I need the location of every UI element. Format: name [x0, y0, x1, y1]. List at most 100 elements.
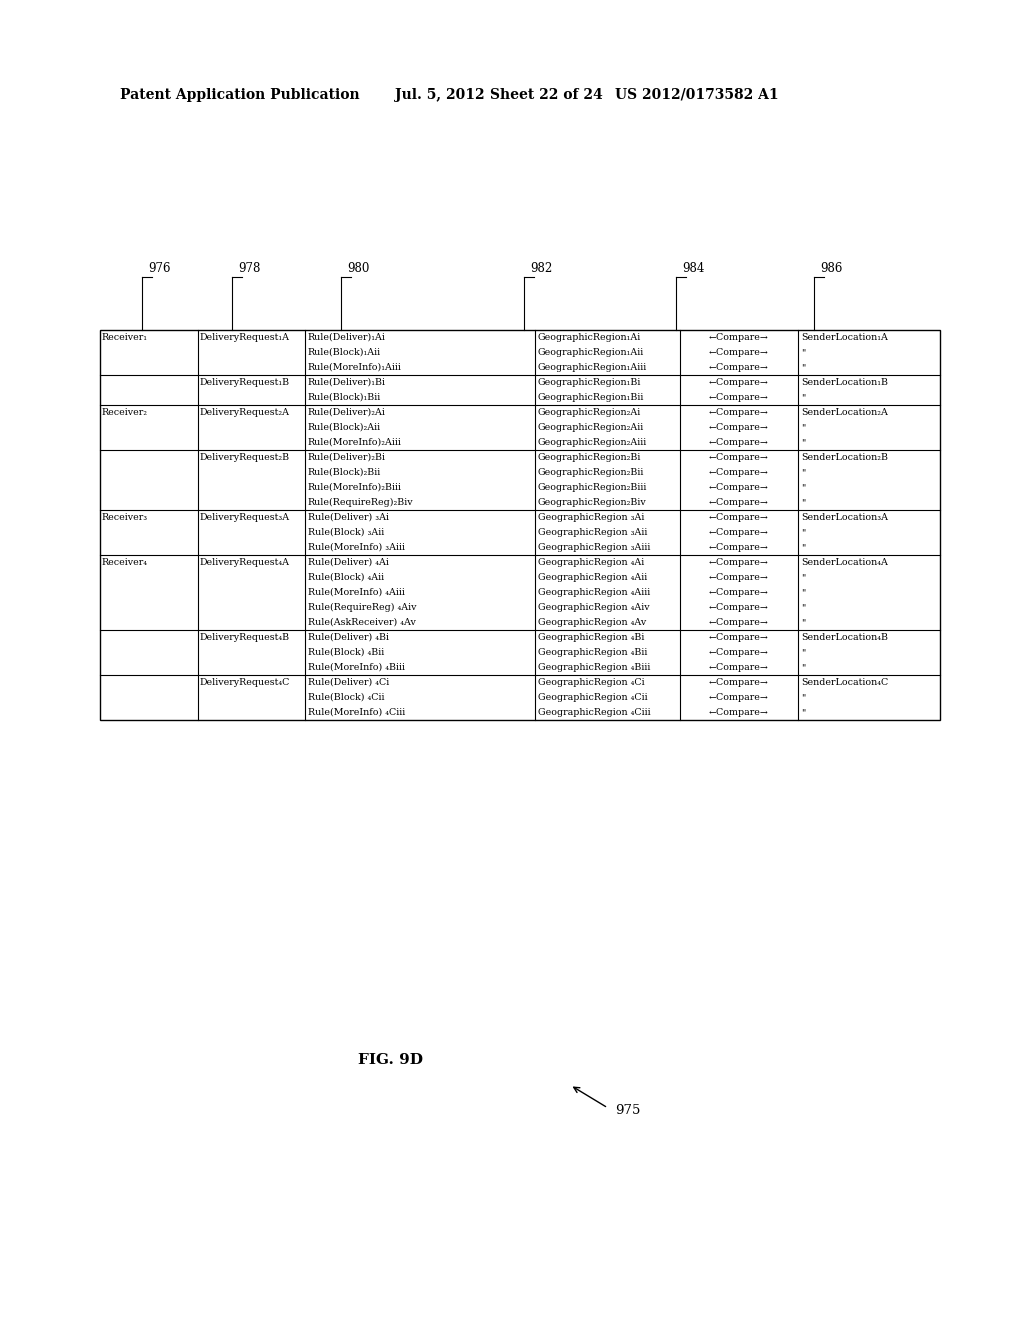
Text: DeliveryRequest₂A: DeliveryRequest₂A	[200, 408, 290, 417]
Text: SenderLocation₄C: SenderLocation₄C	[801, 678, 888, 686]
Text: ": "	[801, 393, 805, 403]
Text: Rule(MoreInfo) ₃Aiii: Rule(MoreInfo) ₃Aiii	[308, 543, 406, 552]
Text: Sheet 22 of 24: Sheet 22 of 24	[490, 88, 603, 102]
Text: GeographicRegion₂Bii: GeographicRegion₂Bii	[538, 469, 644, 477]
Text: Rule(Deliver) ₃Ai: Rule(Deliver) ₃Ai	[308, 513, 389, 521]
Text: GeographicRegion ₃Aii: GeographicRegion ₃Aii	[538, 528, 647, 537]
Text: GeographicRegion ₃Ai: GeographicRegion ₃Ai	[538, 513, 644, 521]
Text: Jul. 5, 2012: Jul. 5, 2012	[395, 88, 484, 102]
Text: Rule(Block)₂Aii: Rule(Block)₂Aii	[308, 422, 381, 432]
Text: GeographicRegion₁Bii: GeographicRegion₁Bii	[538, 393, 644, 403]
Text: ←Compare→: ←Compare→	[709, 483, 769, 492]
Text: 978: 978	[238, 261, 260, 275]
Text: GeographicRegion ₄Ai: GeographicRegion ₄Ai	[538, 558, 644, 568]
Text: Rule(Block)₂Bii: Rule(Block)₂Bii	[308, 469, 381, 477]
Text: DeliveryRequest₄C: DeliveryRequest₄C	[200, 678, 291, 686]
Text: ": "	[801, 438, 805, 447]
Text: GeographicRegion₁Aii: GeographicRegion₁Aii	[538, 348, 644, 356]
Text: 984: 984	[682, 261, 705, 275]
Text: Rule(MoreInfo)₂Aiii: Rule(MoreInfo)₂Aiii	[308, 438, 401, 447]
Text: ←Compare→: ←Compare→	[709, 528, 769, 537]
Text: Rule(Deliver)₂Ai: Rule(Deliver)₂Ai	[308, 408, 386, 417]
Text: DeliveryRequest₁B: DeliveryRequest₁B	[200, 378, 290, 387]
Text: ": "	[801, 348, 805, 356]
Text: Receiver₄: Receiver₄	[102, 558, 148, 568]
Bar	[100, 330, 940, 719]
Text: 980: 980	[347, 261, 370, 275]
Text: US 2012/0173582 A1: US 2012/0173582 A1	[615, 88, 778, 102]
Text: Rule(Deliver)₁Ai: Rule(Deliver)₁Ai	[308, 333, 386, 342]
Text: ": "	[801, 648, 805, 657]
Text: SenderLocation₁A: SenderLocation₁A	[801, 333, 888, 342]
Text: DeliveryRequest₂B: DeliveryRequest₂B	[200, 453, 290, 462]
Text: Rule(Deliver) ₄Ci: Rule(Deliver) ₄Ci	[308, 678, 389, 686]
Text: ←Compare→: ←Compare→	[709, 469, 769, 477]
Text: Rule(AskReceiver) ₄Av: Rule(AskReceiver) ₄Av	[308, 618, 416, 627]
Text: Rule(RequireReg) ₄Aiv: Rule(RequireReg) ₄Aiv	[308, 603, 417, 612]
Text: 982: 982	[530, 261, 552, 275]
Text: Rule(MoreInfo)₁Aiii: Rule(MoreInfo)₁Aiii	[308, 363, 401, 372]
Text: ": "	[801, 663, 805, 672]
Text: Patent Application Publication: Patent Application Publication	[120, 88, 359, 102]
Text: FIG. 9D: FIG. 9D	[357, 1053, 423, 1067]
Text: ←Compare→: ←Compare→	[709, 543, 769, 552]
Text: Receiver₃: Receiver₃	[102, 513, 148, 521]
Text: ←Compare→: ←Compare→	[709, 513, 769, 521]
Text: ": "	[801, 573, 805, 582]
Text: ←Compare→: ←Compare→	[709, 408, 769, 417]
Text: GeographicRegion ₄Ci: GeographicRegion ₄Ci	[538, 678, 645, 686]
Text: Rule(Block) ₄Bii: Rule(Block) ₄Bii	[308, 648, 384, 657]
Text: GeographicRegion ₄Biii: GeographicRegion ₄Biii	[538, 663, 650, 672]
Text: ←Compare→: ←Compare→	[709, 498, 769, 507]
Text: ": "	[801, 693, 805, 702]
Text: Rule(Block)₁Aii: Rule(Block)₁Aii	[308, 348, 381, 356]
Text: ": "	[801, 528, 805, 537]
Text: ": "	[801, 498, 805, 507]
Text: GeographicRegion₁Aiii: GeographicRegion₁Aiii	[538, 363, 647, 372]
Text: Rule(Block)₁Bii: Rule(Block)₁Bii	[308, 393, 381, 403]
Text: DeliveryRequest₄A: DeliveryRequest₄A	[200, 558, 290, 568]
Text: ": "	[801, 469, 805, 477]
Text: GeographicRegion ₄Bii: GeographicRegion ₄Bii	[538, 648, 647, 657]
Text: GeographicRegion₂Aii: GeographicRegion₂Aii	[538, 422, 644, 432]
Text: GeographicRegion₂Bi: GeographicRegion₂Bi	[538, 453, 641, 462]
Text: SenderLocation₂A: SenderLocation₂A	[801, 408, 888, 417]
Text: GeographicRegion ₄Bi: GeographicRegion ₄Bi	[538, 634, 644, 642]
Text: Rule(MoreInfo) ₄Ciii: Rule(MoreInfo) ₄Ciii	[308, 708, 406, 717]
Text: Rule(Block) ₄Aii: Rule(Block) ₄Aii	[308, 573, 384, 582]
Text: ←Compare→: ←Compare→	[709, 333, 769, 342]
Text: SenderLocation₂B: SenderLocation₂B	[801, 453, 888, 462]
Text: ←Compare→: ←Compare→	[709, 378, 769, 387]
Text: ←Compare→: ←Compare→	[709, 634, 769, 642]
Text: 976: 976	[148, 261, 171, 275]
Text: GeographicRegion₂Biv: GeographicRegion₂Biv	[538, 498, 647, 507]
Text: ←Compare→: ←Compare→	[709, 648, 769, 657]
Text: Rule(Deliver) ₄Bi: Rule(Deliver) ₄Bi	[308, 634, 389, 642]
Text: GeographicRegion ₄Av: GeographicRegion ₄Av	[538, 618, 646, 627]
Text: ←Compare→: ←Compare→	[709, 603, 769, 612]
Text: GeographicRegion₂Aiii: GeographicRegion₂Aiii	[538, 438, 647, 447]
Text: GeographicRegion₂Biii: GeographicRegion₂Biii	[538, 483, 647, 492]
Text: GeographicRegion₁Ai: GeographicRegion₁Ai	[538, 333, 641, 342]
Text: ←Compare→: ←Compare→	[709, 678, 769, 686]
Text: GeographicRegion ₄Aiv: GeographicRegion ₄Aiv	[538, 603, 649, 612]
Text: GeographicRegion ₄Cii: GeographicRegion ₄Cii	[538, 693, 647, 702]
Text: Receiver₁: Receiver₁	[102, 333, 148, 342]
Text: GeographicRegion ₄Ciii: GeographicRegion ₄Ciii	[538, 708, 650, 717]
Text: SenderLocation₄A: SenderLocation₄A	[801, 558, 888, 568]
Text: ←Compare→: ←Compare→	[709, 558, 769, 568]
Text: ": "	[801, 483, 805, 492]
Text: Rule(Block) ₄Cii: Rule(Block) ₄Cii	[308, 693, 384, 702]
Text: ←Compare→: ←Compare→	[709, 693, 769, 702]
Text: ←Compare→: ←Compare→	[709, 708, 769, 717]
Text: GeographicRegion₂Ai: GeographicRegion₂Ai	[538, 408, 641, 417]
Text: ": "	[801, 603, 805, 612]
Text: SenderLocation₃A: SenderLocation₃A	[801, 513, 888, 521]
Text: Rule(MoreInfo) ₄Biii: Rule(MoreInfo) ₄Biii	[308, 663, 406, 672]
Text: Rule(Deliver) ₄Ai: Rule(Deliver) ₄Ai	[308, 558, 389, 568]
Text: GeographicRegion ₃Aiii: GeographicRegion ₃Aiii	[538, 543, 650, 552]
Text: ←Compare→: ←Compare→	[709, 348, 769, 356]
Text: ": "	[801, 422, 805, 432]
Text: Rule(Block) ₃Aii: Rule(Block) ₃Aii	[308, 528, 384, 537]
Text: ←Compare→: ←Compare→	[709, 393, 769, 403]
